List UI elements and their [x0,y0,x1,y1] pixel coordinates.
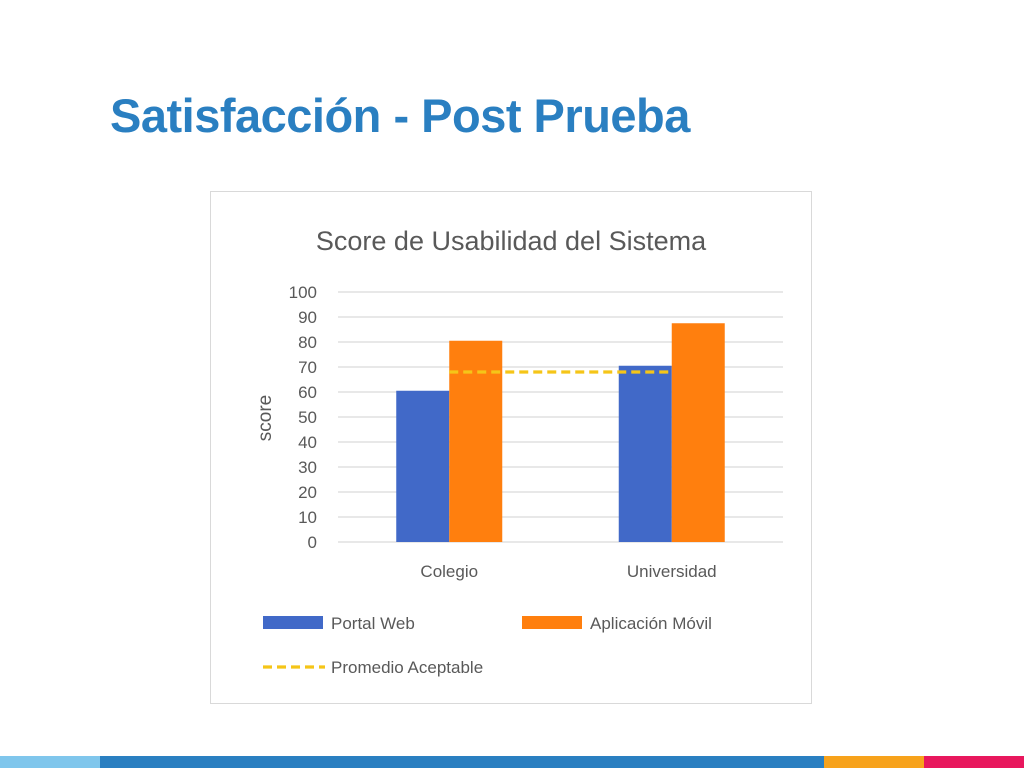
bottom-bar-segment [100,756,824,768]
bar [396,390,450,542]
bottom-color-bar [0,756,1024,768]
y-tick-label: 100 [289,283,317,302]
legend-label: Promedio Aceptable [331,658,483,677]
y-tick-label: 0 [308,533,317,552]
bar [449,340,503,542]
y-tick-label: 10 [298,508,317,527]
y-tick-label: 60 [298,383,317,402]
legend-swatch [522,616,582,629]
legend-label: Portal Web [331,614,415,633]
legend-swatch [263,616,323,629]
bar [618,365,672,542]
chart-frame: Score de Usabilidad del Sistema score 0 1… [210,191,812,704]
y-axis-label: score [255,395,276,441]
x-tick-labels: Colegio Universidad [420,562,716,581]
bottom-bar-segment [924,756,1024,768]
y-tick-label: 80 [298,333,317,352]
slide-title: Satisfacción - Post Prueba [110,89,690,142]
legend: Portal Web Aplicación Móvil Promedio Acept… [263,614,712,677]
x-tick-label: Colegio [420,562,478,581]
bar [671,323,725,542]
y-tick-label: 50 [298,408,317,427]
legend-label: Aplicación Móvil [590,614,712,633]
x-tick-label: Universidad [627,562,717,581]
bottom-bar-segment [0,756,100,768]
y-tick-label: 90 [298,308,317,327]
y-tick-label: 70 [298,358,317,377]
y-tick-label: 30 [298,458,317,477]
bars [396,323,725,542]
y-tick-label: 20 [298,483,317,502]
y-tick-labels: 0 10 20 30 40 50 60 70 80 90 100 [289,283,317,552]
chart-title: Score de Usabilidad del Sistema [316,226,707,256]
bottom-bar-segment [824,756,924,768]
chart-svg: Score de Usabilidad del Sistema score 0 1… [255,226,783,677]
y-tick-label: 40 [298,433,317,452]
